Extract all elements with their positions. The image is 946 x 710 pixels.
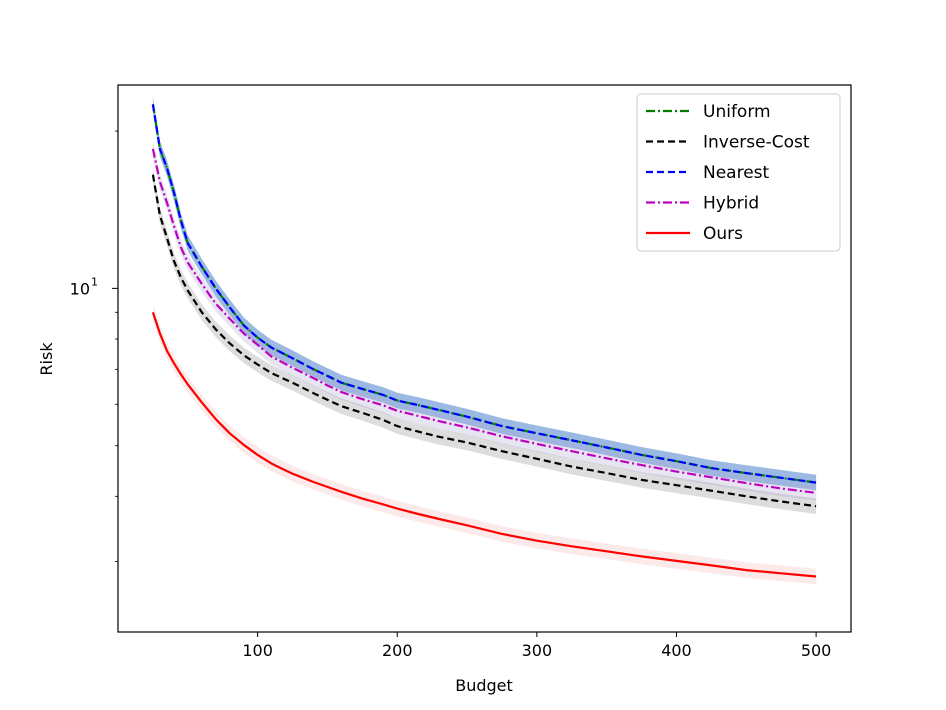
y-axis: 10 1 (70, 130, 118, 563)
band-inverse-cost (152, 166, 817, 514)
x-tick-label: 500 (801, 641, 832, 660)
band-ours (152, 304, 817, 585)
legend-label-hybrid: Hybrid (703, 194, 759, 214)
series-line-nearest (151, 104, 817, 484)
legend-label-ours: Ours (703, 224, 743, 244)
x-tick-label: 100 (242, 641, 273, 660)
series-line-ours (151, 311, 817, 578)
x-tick-label: 300 (522, 641, 553, 660)
confidence-bands (152, 96, 817, 585)
band-hybrid (152, 140, 817, 501)
legend-label-inverse-cost: Inverse-Cost (703, 133, 810, 153)
x-axis-label: Budget (455, 676, 513, 695)
y-axis-label: Risk (37, 342, 56, 376)
x-tick-label: 400 (661, 641, 692, 660)
series-line-inverse-cost (151, 174, 817, 508)
series-line-hybrid (151, 148, 817, 494)
plot-frame (117, 84, 852, 633)
legend-label-nearest: Nearest (703, 163, 770, 183)
y-tick-label: 10 (70, 279, 90, 298)
series-lines (151, 104, 817, 578)
x-axis: 100 200 300 400 500 (242, 632, 831, 660)
y-tick-label-exponent: 1 (91, 275, 98, 288)
legend: Uniform Inverse-Cost Nearest Hybrid Ours (636, 93, 841, 252)
x-tick-label: 200 (382, 641, 413, 660)
legend-box (636, 93, 841, 252)
legend-label-uniform: Uniform (703, 102, 771, 122)
